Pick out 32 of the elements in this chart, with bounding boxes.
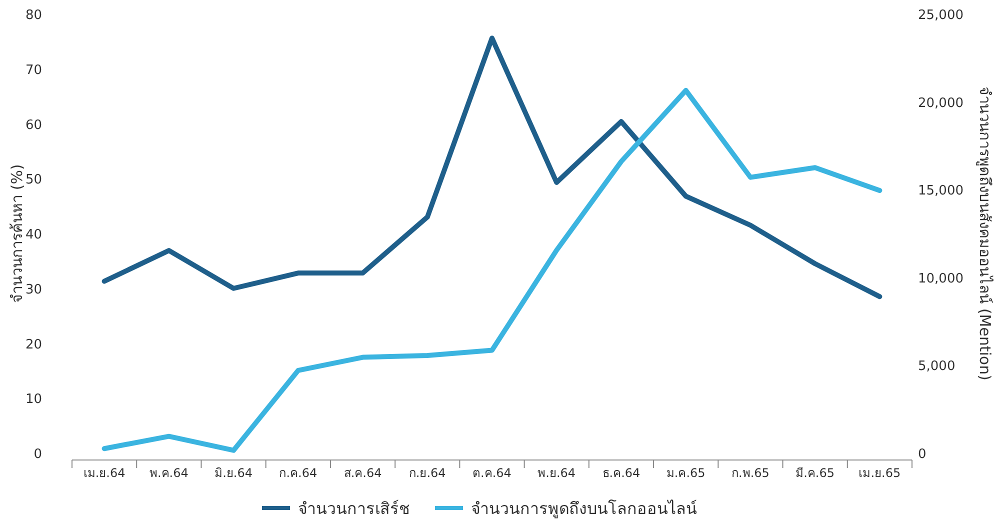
y-tick-label: 60 — [25, 118, 42, 133]
y-tick-label: 30 — [25, 282, 42, 298]
y-tick-label: 50 — [25, 172, 42, 188]
x-tick-label: เม.ย.65 — [858, 466, 901, 480]
x-tick-label: ส.ค.64 — [344, 466, 382, 480]
x-tick-label: ก.ย.64 — [408, 466, 446, 480]
x-tick-label: ธ.ค.64 — [602, 466, 640, 480]
legend-label: จำนวนการเสิร์ช — [298, 499, 410, 518]
y2-tick-label: 25,000 — [918, 8, 964, 23]
x-tick-label: พ.ย.64 — [538, 466, 576, 480]
x-tick-label: ต.ค.64 — [472, 466, 512, 480]
y-tick-label: 80 — [25, 8, 42, 23]
y-axis-title: จำนวนการค้นหา (%) — [8, 164, 26, 303]
x-tick-label: พ.ค.64 — [149, 466, 188, 480]
x-tick-label: ม.ค.65 — [666, 466, 706, 480]
x-tick-label: ก.ค.64 — [279, 466, 318, 480]
y-tick-label: 10 — [25, 392, 42, 408]
x-tick-label: มี.ค.65 — [796, 466, 835, 480]
y2-tick-label: 20,000 — [918, 96, 964, 111]
y2-tick-label: 5,000 — [918, 359, 956, 374]
x-tick-label: เม.ย.64 — [83, 466, 126, 480]
y2-tick-label: 10,000 — [918, 271, 964, 286]
y-tick-label: 0 — [34, 447, 42, 462]
x-tick-label: ก.พ.65 — [732, 466, 770, 480]
y-tick-label: 20 — [25, 337, 42, 352]
y2-tick-label: 15,000 — [918, 184, 964, 199]
y2-axis-title: จำนวนการพูดถึงบนสังคมออนไลน์ (Mention) — [976, 86, 994, 380]
y-tick-label: 40 — [25, 228, 42, 242]
y2-tick-label: 0 — [918, 447, 926, 462]
y-tick-label: 70 — [25, 62, 42, 78]
legend-label: จำนวนการพูดถึงบนโลกออนไลน์ — [471, 499, 697, 519]
x-tick-label: มิ.ย.64 — [214, 466, 252, 480]
